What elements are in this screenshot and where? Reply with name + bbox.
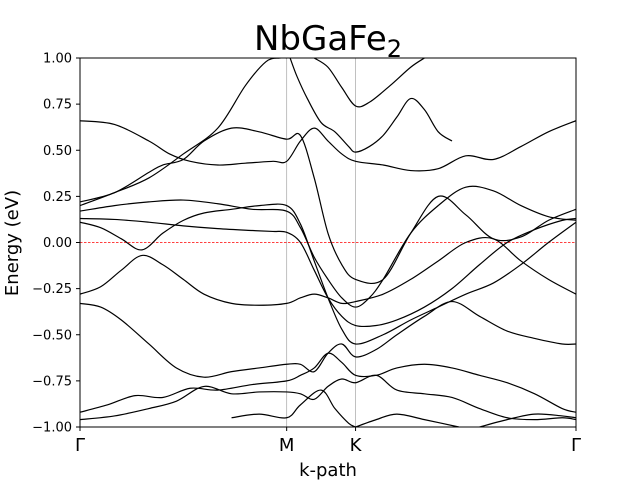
band-line-3 bbox=[80, 185, 576, 308]
y-tick-label: 0.75 bbox=[43, 98, 72, 113]
band-line-14 bbox=[355, 413, 460, 427]
band-line-10 bbox=[80, 300, 576, 378]
y-tick-label: 0.00 bbox=[43, 236, 72, 251]
y-tick-label: −1.00 bbox=[32, 421, 72, 436]
band-line-8 bbox=[313, 58, 425, 108]
band-line-15 bbox=[479, 413, 576, 427]
band-line-9 bbox=[80, 236, 576, 306]
y-tick-label: 1.00 bbox=[43, 52, 72, 67]
chart-title-main: NbGaFe bbox=[254, 19, 387, 59]
y-tick-label: 0.50 bbox=[43, 144, 72, 159]
chart-title-subscript: 2 bbox=[387, 35, 402, 63]
x-tick-label: K bbox=[350, 435, 363, 456]
x-axis-label: k-path bbox=[299, 460, 357, 480]
x-tick-label: M bbox=[279, 435, 295, 456]
band-line-5 bbox=[80, 120, 576, 172]
plot-area bbox=[80, 58, 576, 427]
band-line-7 bbox=[289, 58, 453, 153]
x-tick-label: Γ bbox=[571, 435, 581, 456]
x-tick-label: Γ bbox=[75, 435, 85, 456]
band-line-13 bbox=[231, 389, 356, 427]
y-axis-label: Energy (eV) bbox=[2, 190, 23, 296]
band-line-2 bbox=[80, 203, 576, 345]
y-tick-label: −0.75 bbox=[32, 374, 72, 389]
chart-title: NbGaFe2 bbox=[254, 19, 402, 63]
band-line-12 bbox=[80, 374, 576, 421]
band-line-11 bbox=[80, 352, 576, 413]
band-line-6 bbox=[80, 58, 287, 207]
band-line-1 bbox=[80, 217, 576, 328]
y-tick-label: −0.50 bbox=[32, 328, 72, 343]
axes-layer: −1.00 −0.75 −0.50 −0.25 0.00 0.25 0.50 0.75 1.00… bbox=[32, 52, 581, 457]
y-tick-label: 0.25 bbox=[43, 190, 72, 205]
y-tick-label: −0.25 bbox=[32, 282, 72, 297]
band-line-4 bbox=[80, 127, 576, 285]
